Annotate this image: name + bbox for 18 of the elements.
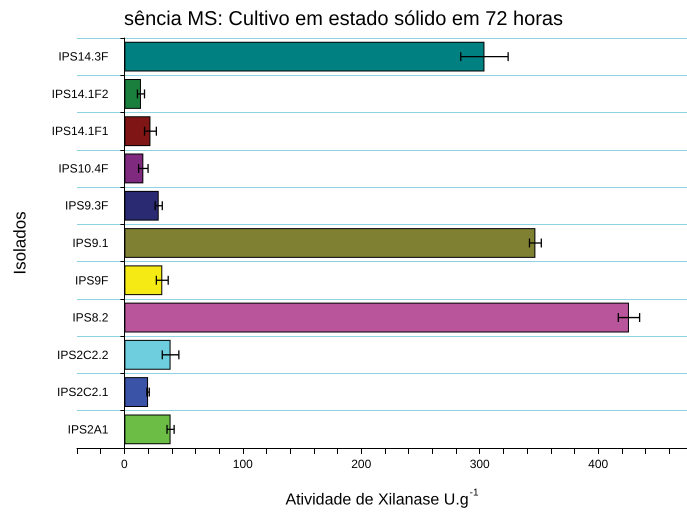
y-tick-label: IPS9F	[75, 273, 108, 288]
x-tick-label: 400	[588, 457, 608, 471]
y-tick-label: IPS14.3F	[58, 50, 108, 64]
x-tick-label: 300	[470, 457, 490, 471]
y-tick-label: IPS9.1	[72, 236, 109, 250]
y-tick-label: IPS10.4F	[58, 161, 108, 176]
y-tick-label: IPS2A1	[68, 422, 109, 436]
y-tick-label: IPS14.1F2	[52, 86, 109, 101]
chart-title: sência MS: Cultivo em estado sólido em 72 horas	[124, 8, 564, 30]
y-tick-label: IPS14.1F1	[52, 124, 109, 138]
x-tick-label: 200	[351, 457, 372, 471]
x-tick-label: 100	[232, 457, 254, 471]
y-tick-label: IPS2C2.1	[57, 385, 109, 400]
y-tick-label: IPS9.3F	[65, 198, 108, 213]
y-tick-label: IPS2C2.2	[57, 348, 109, 362]
y-tick-label: IPS8.2	[72, 310, 109, 325]
x-tick-label: 0	[121, 457, 128, 471]
y-axis-title: Isolados	[10, 211, 30, 275]
